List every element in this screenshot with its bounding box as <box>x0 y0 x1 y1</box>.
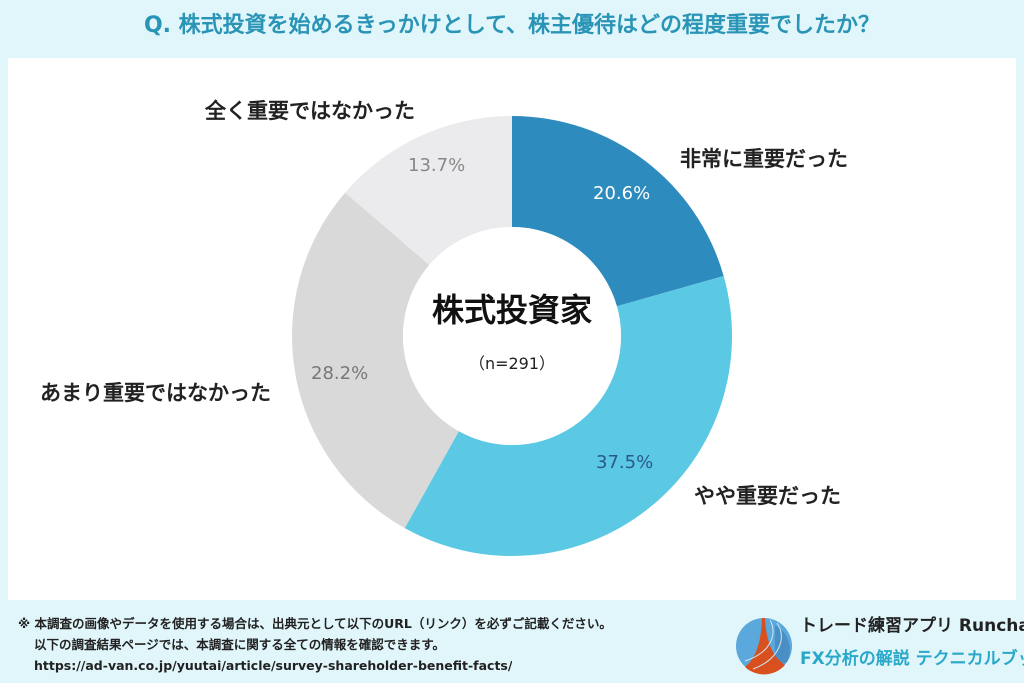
category-label-not-very-important: あまり重要ではなかった <box>40 381 271 405</box>
category-label-somewhat-important: やや重要だった <box>694 484 841 508</box>
runcha-logo-icon <box>736 618 792 675</box>
data-label-not-important: 13.7% <box>408 155 466 176</box>
center-sublabel: （n=291） <box>468 354 556 373</box>
results-note: 以下の調査結果ページでは、本調査に関する全ての情報を確認できます。 <box>34 637 446 652</box>
chart-title: Q. 株式投資を始めるきっかけとして、株主優待はどの程度重要でしたか？ <box>143 13 881 38</box>
center-label: 株式投資家 <box>431 291 592 329</box>
data-label-somewhat-important: 37.5% <box>596 452 654 473</box>
donut-slice-not-very-important <box>291 192 459 529</box>
brand-technical-book: FX分析の解説 テクニカルブック <box>800 649 1024 669</box>
donut-slice-somewhat-important <box>404 275 732 556</box>
source-url-link[interactable]: https://ad-van.co.jp/yuutai/article/surv… <box>34 658 513 673</box>
category-label-not-important: 全く重要ではなかった <box>205 99 415 123</box>
donut-slice-very-important <box>512 116 724 307</box>
data-label-not-very-important: 28.2% <box>311 363 369 384</box>
usage-note: ※ 本調査の画像やデータを使用する場合は、出典元として以下のURL（リンク）を必… <box>18 616 612 631</box>
brand-runcha: トレード練習アプリ Runcha <box>800 616 1024 636</box>
donut-slice-not-important <box>345 115 512 265</box>
donut-hole <box>403 227 621 445</box>
category-label-very-important: 非常に重要だった <box>680 147 848 171</box>
data-label-very-important: 20.6% <box>593 183 651 204</box>
